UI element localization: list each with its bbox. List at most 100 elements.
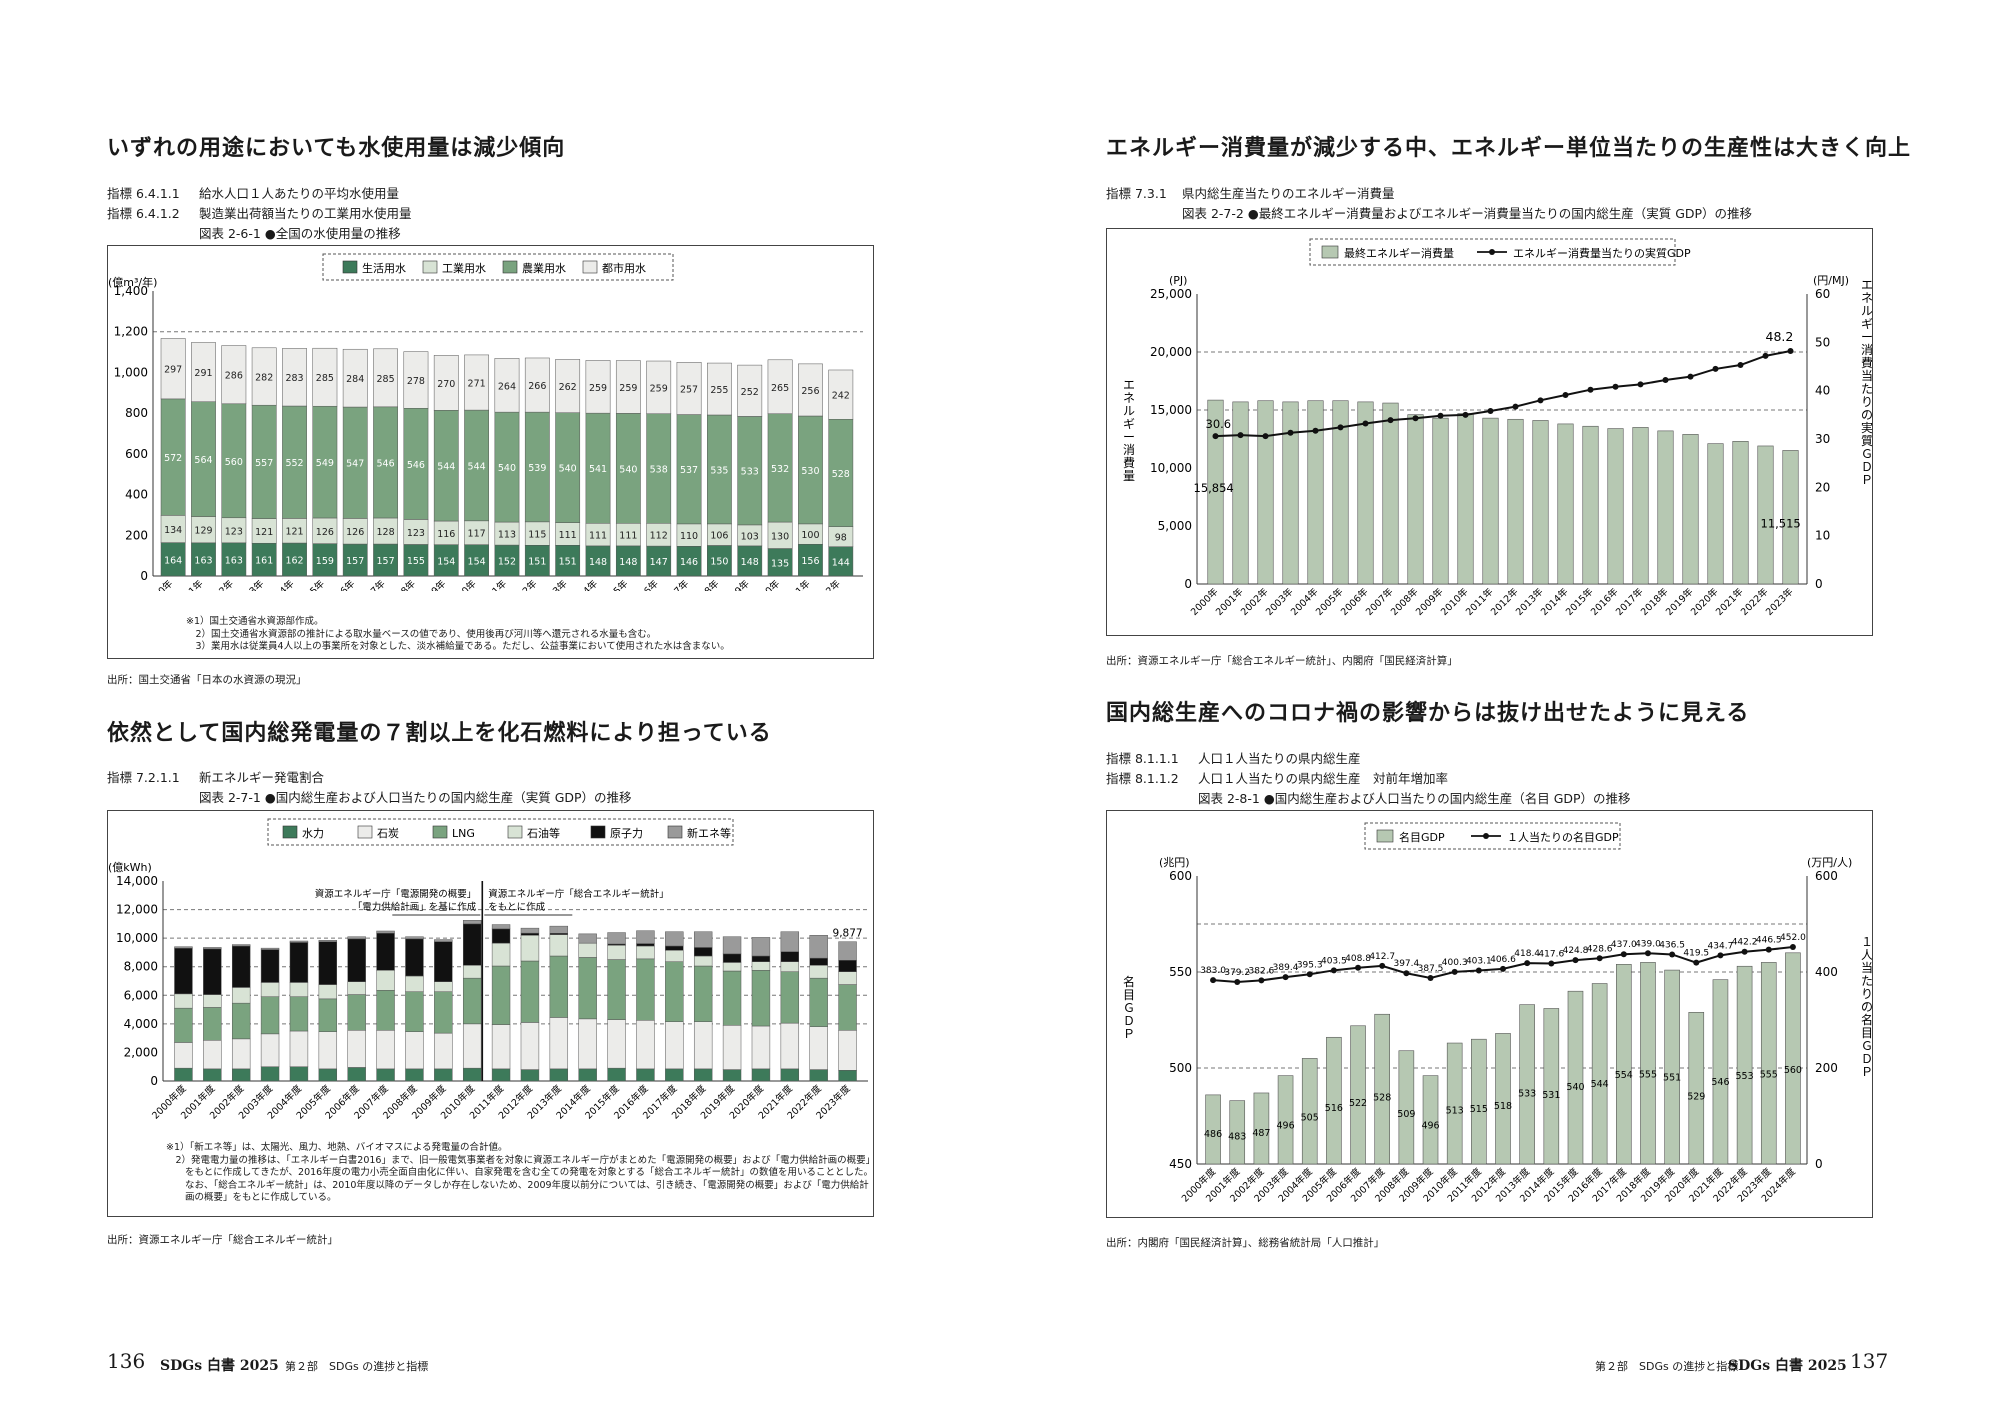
power-bar-segment <box>751 970 771 1027</box>
energy-line-point <box>1662 377 1669 384</box>
power-bar-segment <box>665 1021 684 1070</box>
gdp-y-right-label: 名 <box>1861 1012 1872 1027</box>
water-x-tick-label: 2014年 <box>568 577 601 591</box>
energy-bar <box>1232 401 1249 585</box>
gdp-line-label: 434.7 <box>1708 941 1734 951</box>
water-data-label: 572 <box>164 453 182 464</box>
water-data-label: 537 <box>680 465 698 476</box>
gdp-right-tick-label: 400 <box>1815 965 1838 979</box>
energy-y-right-label: 実 <box>1861 420 1872 435</box>
energy-left-tick-label: 0 <box>1184 577 1192 591</box>
power-bar-segment <box>809 935 828 959</box>
power-bar-segment <box>838 960 857 972</box>
energy-y-right-label: 当 <box>1861 369 1872 383</box>
water-tick-label: 0 <box>140 569 148 583</box>
gdp-bar <box>1229 1100 1246 1165</box>
gdp-bar-label: 555 <box>1639 1069 1657 1080</box>
water-data-label: 164 <box>164 555 182 566</box>
water-data-label: 106 <box>710 531 728 542</box>
energy-y-left-label: 費 <box>1123 455 1135 470</box>
power-legend-label: 水力 <box>302 827 324 840</box>
energy-line-point <box>1287 429 1294 436</box>
gdp-bar-label: 513 <box>1446 1106 1464 1117</box>
water-data-label: 271 <box>468 379 486 390</box>
energy-right-tick-label: 60 <box>1815 287 1830 301</box>
water-tick-label: 1,400 <box>114 284 148 298</box>
water-bar-segment <box>464 354 490 411</box>
energy-line-point <box>1337 424 1344 431</box>
water-data-label: 266 <box>528 381 546 392</box>
energy-y-right-label: Ｐ <box>1861 473 1872 487</box>
power-bar-segment <box>636 958 655 1021</box>
part-title-left: 第２部 SDGs の進捗と指標 <box>285 1360 429 1373</box>
energy-line-point <box>1687 373 1694 380</box>
gdp-line-label: 417.6 <box>1538 950 1564 960</box>
gdp-line-point <box>1500 965 1506 972</box>
water-bar-segment <box>676 414 702 525</box>
gdp-bar <box>1398 1050 1415 1165</box>
power-bar-segment <box>722 1069 742 1082</box>
water-legend-swatch <box>582 260 598 274</box>
power-tick-label: 4,000 <box>124 1017 158 1031</box>
gdp-line-label: 442.2 <box>1732 938 1758 948</box>
water-data-label: 544 <box>468 461 486 472</box>
power-bar-segment <box>289 1066 309 1082</box>
gdp-bar-label: 483 <box>1228 1131 1246 1142</box>
gdp-left-tick-label: 500 <box>1169 1061 1192 1075</box>
water-bar-segment <box>555 412 581 523</box>
gdp-bar <box>1616 964 1632 1165</box>
gdp-line-label: 395.3 <box>1297 960 1323 970</box>
power-bar-segment <box>636 930 655 944</box>
power-bar-segment <box>751 1025 771 1070</box>
water-x-tick-label: 2009年 <box>416 577 449 591</box>
power-bar-segment <box>376 990 395 1031</box>
section-heading-energy: エネルギー消費量が減少する中、エネルギー単位当たりの生産性は大きく向上 <box>1106 135 1912 161</box>
power-legend-box <box>267 818 734 846</box>
water-data-label: 159 <box>316 556 334 567</box>
water-bar-segment <box>373 348 398 408</box>
gdp-line-label: 446.5 <box>1756 936 1782 946</box>
water-tick-label: 400 <box>125 488 148 502</box>
water-x-tick-label: 2019年 <box>720 577 753 591</box>
water-data-label: 264 <box>498 381 516 392</box>
figure-caption-energy: 図表 2-7-2 ●最終エネルギー消費量およびエネルギー消費量当たりの国内総生産… <box>1182 206 1753 221</box>
water-data-label: 538 <box>650 465 668 476</box>
water-bar-segment <box>312 347 338 407</box>
water-x-tick-label: 2002年 <box>204 577 237 591</box>
water-data-label: 150 <box>710 557 728 568</box>
gdp-line-label: 452.0 <box>1780 933 1806 943</box>
power-bar-segment <box>780 1022 800 1070</box>
energy-bar <box>1732 441 1749 585</box>
gdp-line-label: 389.4 <box>1273 963 1299 973</box>
energy-chart: 最終エネルギー消費量 エネルギー消費量当たりの実質GDP(PJ) (円/MJ)エネル… <box>1123 238 1872 618</box>
gdp-bar-label: 551 <box>1663 1073 1681 1084</box>
gdp-bar <box>1326 1036 1342 1165</box>
power-bar-segment <box>636 1068 655 1082</box>
water-bar-segment <box>433 410 459 522</box>
power-bar-segment <box>607 932 626 945</box>
power-chart: 水力 石炭 LNG 石油等 原子力 新エネ等 (億kWh) 0 2,000 4,000 6,000 8… <box>108 818 868 1122</box>
gdp-bar <box>1760 962 1777 1165</box>
energy-y-left-label: 量 <box>1123 469 1135 483</box>
energy-right-tick-label: 50 <box>1815 335 1830 349</box>
power-bar-segment <box>318 1068 338 1082</box>
power-bar-segment <box>462 923 482 966</box>
indicator-7-2-1-1: 指標 7.2.1.1 新エネルギー発電割合 <box>107 770 325 785</box>
water-y-unit: (億m³/年) <box>108 275 157 289</box>
power-bar-segment <box>462 965 482 979</box>
power-bar-segment <box>405 975 424 992</box>
energy-bar <box>1282 401 1299 585</box>
energy-line-point <box>1462 411 1469 418</box>
energy-bar <box>1457 413 1474 585</box>
water-data-label: 115 <box>528 530 546 541</box>
energy-left-tick-label: 5,000 <box>1158 519 1192 533</box>
power-bar-segment <box>231 1002 251 1040</box>
power-bar-segment <box>809 1069 828 1082</box>
gdp-line-point <box>1572 957 1579 964</box>
water-data-label: 552 <box>285 458 303 469</box>
power-bar-segment <box>636 943 655 947</box>
gdp-bar <box>1543 1008 1560 1165</box>
gdp-line-point <box>1596 955 1603 962</box>
energy-bar <box>1432 417 1449 585</box>
gdp-line-point <box>1282 974 1289 981</box>
